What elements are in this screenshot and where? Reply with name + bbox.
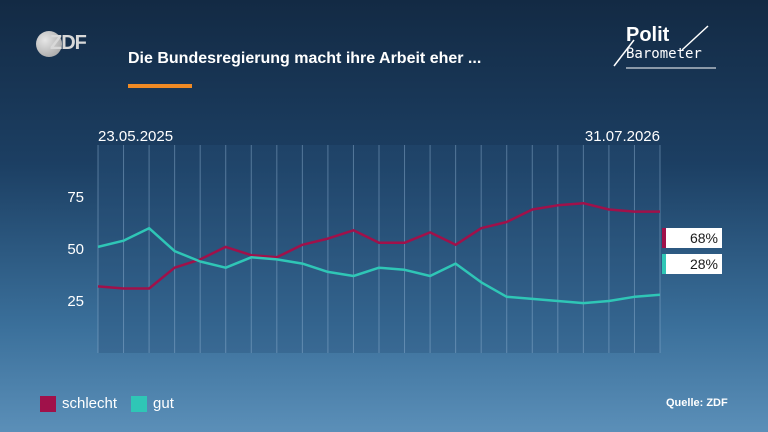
plot-area <box>98 145 660 353</box>
title-accent-bar <box>128 84 192 88</box>
y-tick-label: 25 <box>67 293 84 310</box>
politbarometer-logo: Polit Barometer <box>612 22 722 72</box>
politbarometer-logo-line2: Barometer <box>626 46 702 62</box>
legend-swatch-schlecht <box>40 395 56 412</box>
x-end-label: 31.07.2026 <box>585 128 660 145</box>
chart-lines <box>97 201 661 305</box>
end-label-gut-edge <box>662 254 666 274</box>
chart-title: Die Bundesregierung macht ihre Arbeit eh… <box>128 50 482 67</box>
politbarometer-logo-line1: Polit <box>626 24 670 46</box>
series-line-gut <box>97 226 661 305</box>
end-label-gut: 28% <box>662 254 722 274</box>
series-line-schlecht <box>97 201 660 290</box>
end-label-gut-text: 28% <box>689 256 718 272</box>
legend-label-gut: gut <box>153 395 174 412</box>
zdf-logo-text: ZDF <box>50 32 87 54</box>
legend-label-schlecht: schlecht <box>62 395 118 412</box>
chart-legend: schlecht gut <box>40 395 182 412</box>
chart-grid <box>97 145 661 353</box>
zdf-logo: ZDF <box>36 30 90 58</box>
y-tick-label: 50 <box>67 241 84 258</box>
end-label-schlecht-edge <box>662 228 666 248</box>
y-tick-label: 75 <box>67 189 84 206</box>
end-label-schlecht-text: 68% <box>689 230 718 246</box>
end-label-schlecht: 68% <box>662 228 722 248</box>
y-axis-ticks: 25 50 75 <box>67 189 84 310</box>
zdf-logo-circle-icon <box>36 31 62 57</box>
x-start-label: 23.05.2025 <box>98 128 173 145</box>
legend-swatch-gut <box>131 395 148 412</box>
politbarometer-logo-lines-icon <box>613 25 716 69</box>
source-note: Quelle: ZDF <box>666 397 728 409</box>
